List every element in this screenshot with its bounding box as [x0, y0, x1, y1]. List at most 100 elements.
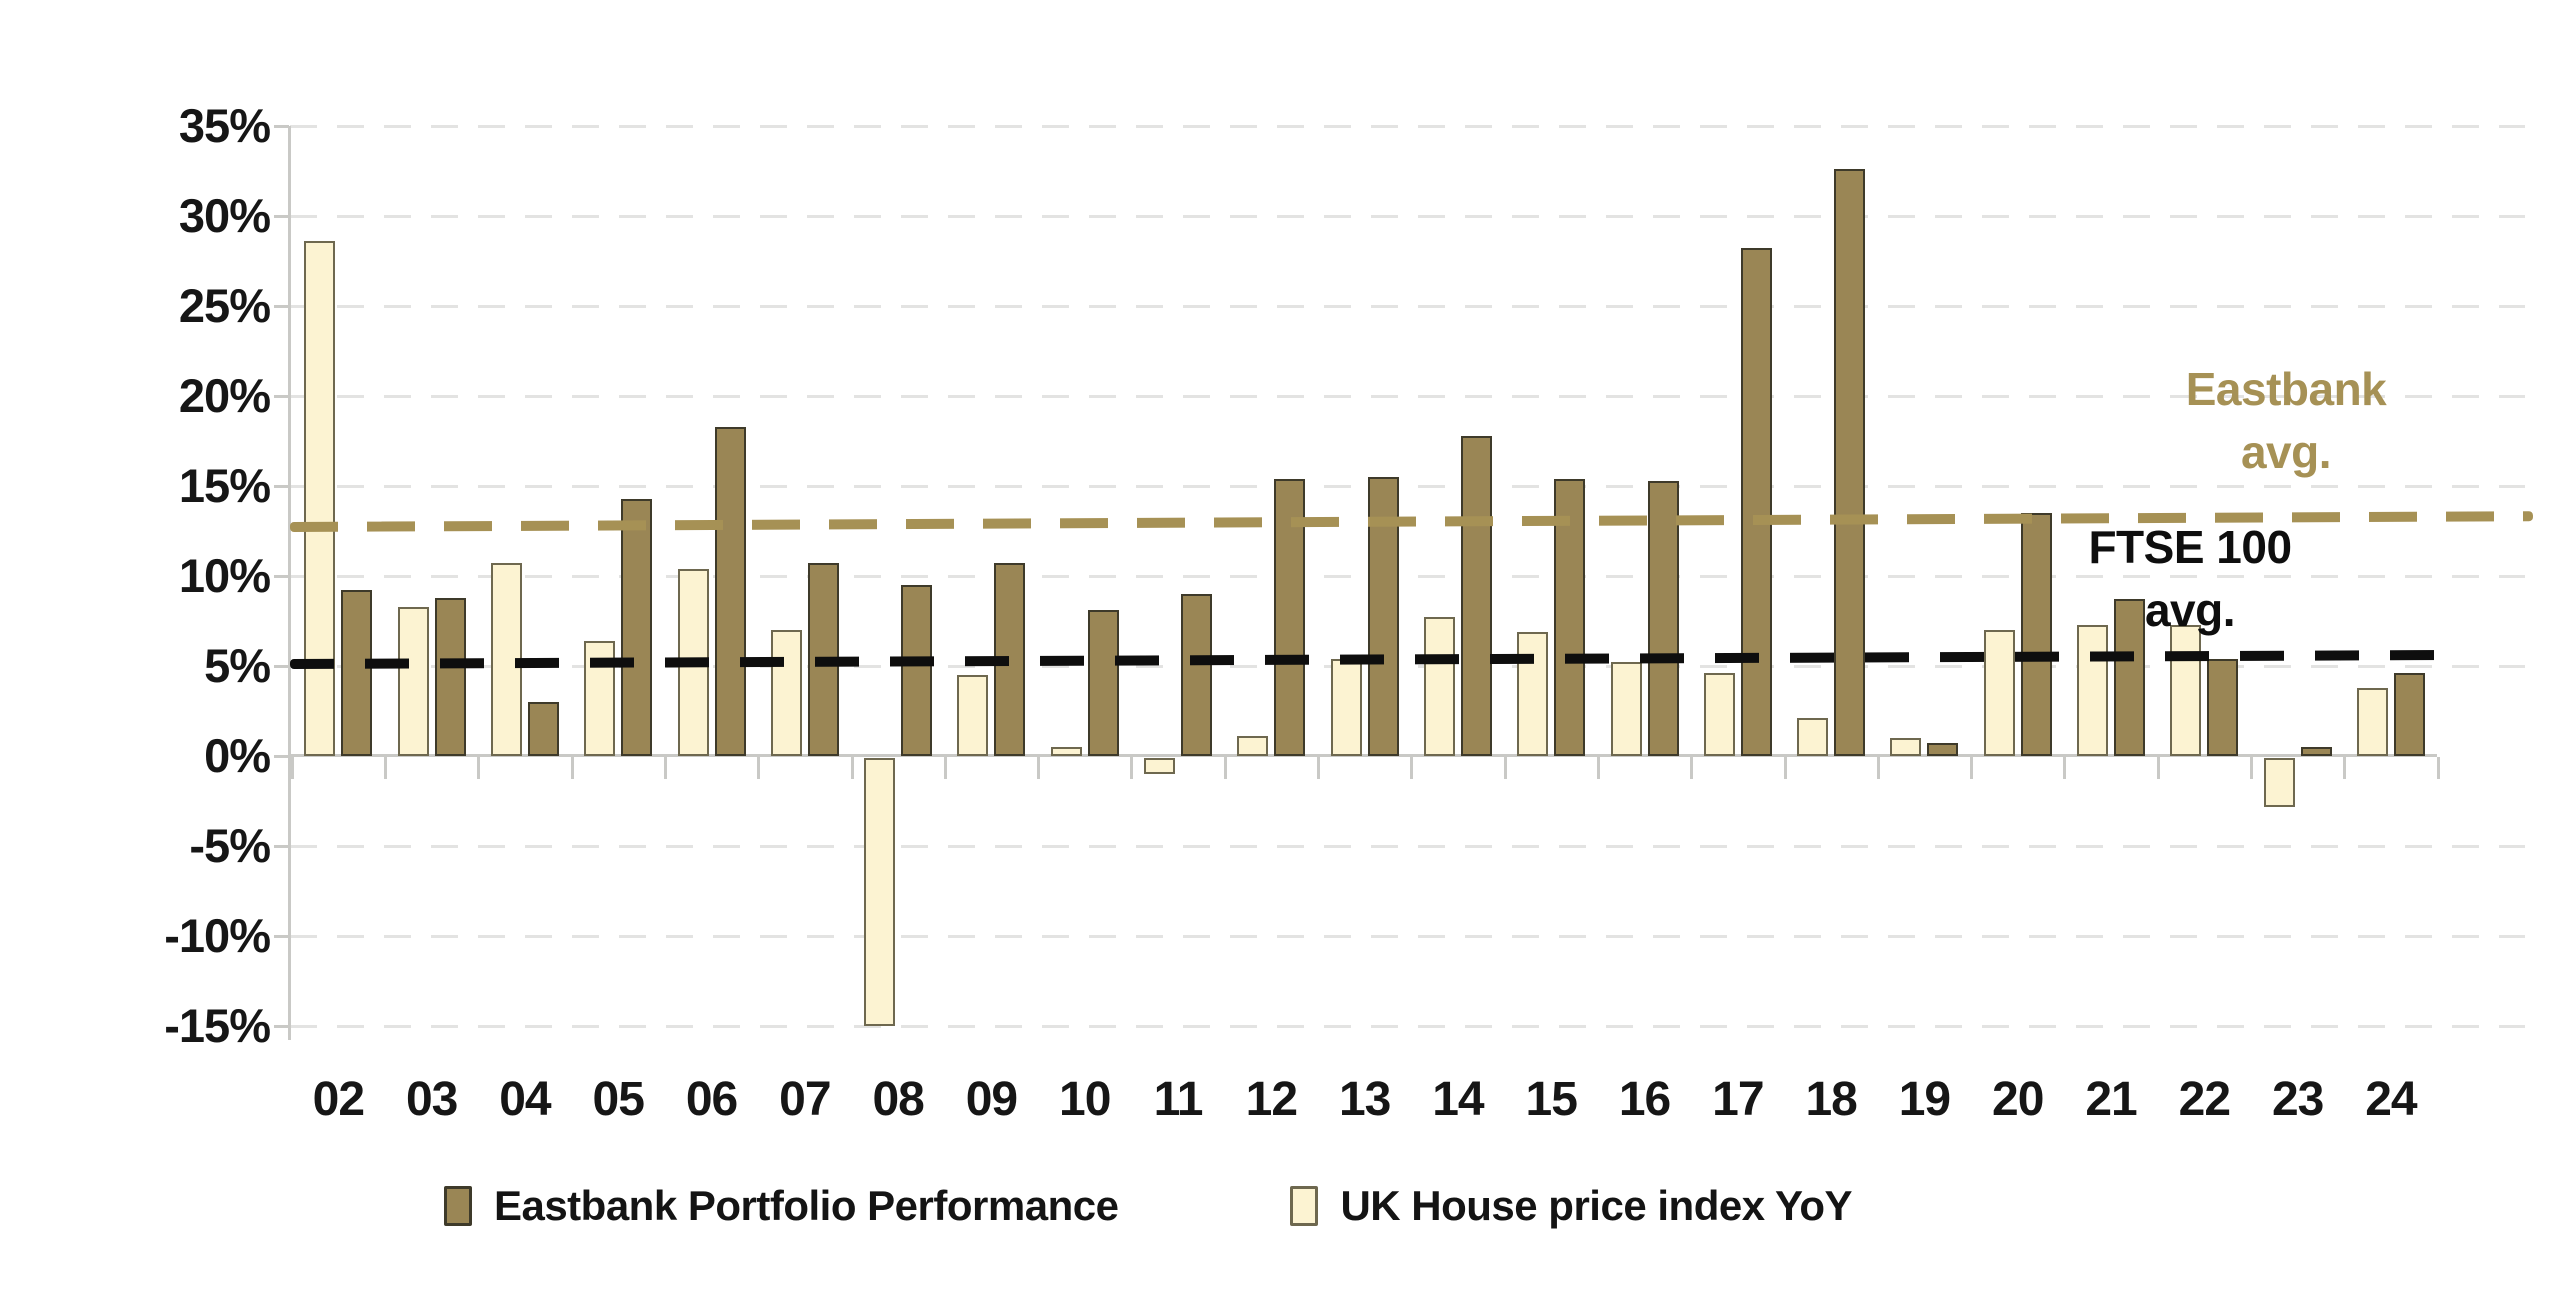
x-axis-tick: [1690, 757, 1694, 779]
gridline-5pct: [290, 665, 2525, 668]
x-axis-label-08: 08: [872, 1073, 924, 1126]
x-axis-label-09: 09: [965, 1073, 1018, 1126]
y-axis-tick-15pct: [274, 485, 289, 488]
x-axis-tick: [1130, 757, 1134, 779]
bar-hpi-14: [1423, 617, 1455, 756]
bar-eastbank-10: [1087, 610, 1119, 756]
y-axis-label--5pct: -5%: [189, 819, 271, 872]
y-axis-label--10pct: -10%: [164, 909, 271, 962]
y-axis-tick-0pct: [274, 755, 289, 758]
x-axis-label-07: 07: [779, 1073, 831, 1126]
x-axis-tick: [2250, 757, 2253, 779]
x-axis-label-16: 16: [1618, 1073, 1671, 1126]
bar-hpi-24: [2356, 687, 2388, 756]
legend-label: UK House price index YoY: [1340, 1182, 1853, 1229]
y-axis-label--15pct: -15%: [164, 999, 271, 1052]
x-axis-tick: [2156, 757, 2160, 779]
bar-eastbank-05: [621, 498, 653, 756]
x-axis-label-20: 20: [1992, 1073, 2044, 1126]
x-axis-label-23: 23: [2271, 1073, 2324, 1126]
x-axis-tick: [2063, 757, 2067, 779]
x-axis-tick: [1503, 757, 1507, 779]
bar-hpi-07: [770, 630, 802, 756]
bar-hpi-10: [1050, 747, 1082, 756]
bar-hpi-17: [1703, 673, 1735, 756]
gridline--15pct: [290, 1025, 2525, 1028]
x-axis-tick: [943, 757, 947, 779]
x-axis-tick: [1596, 757, 1600, 779]
x-axis-label-21: 21: [2085, 1073, 2137, 1126]
x-axis-tick: [1876, 757, 1880, 779]
legend-item-hpi: UK House price index YoY: [1290, 1182, 1853, 1230]
x-axis-label-02: 02: [312, 1073, 365, 1126]
bar-hpi-02: [304, 241, 336, 756]
bar-eastbank-14: [1460, 435, 1492, 756]
x-axis-tick: [663, 757, 667, 779]
y-axis-tick-25pct: [274, 305, 289, 308]
bar-hpi-19: [1890, 738, 1922, 756]
gridline-25pct: [290, 305, 2525, 308]
y-axis-tick--5pct: [274, 845, 289, 848]
bar-eastbank-19: [1927, 743, 1959, 756]
x-axis-tick: [1410, 757, 1414, 779]
x-axis-label-17: 17: [1712, 1073, 1764, 1126]
bar-eastbank-06: [714, 426, 746, 756]
bar-eastbank-22: [2207, 658, 2239, 756]
x-axis-tick: [477, 757, 481, 779]
x-axis-tick: [2436, 757, 2440, 779]
y-axis-label-10pct: 10%: [178, 549, 271, 602]
x-axis-zero-line: [290, 754, 2437, 757]
x-axis-tick: [757, 757, 761, 779]
x-axis-label-10: 10: [1059, 1073, 1111, 1126]
legend-item-eastbank: Eastbank Portfolio Performance: [443, 1182, 1119, 1230]
y-axis-tick--10pct: [274, 935, 289, 938]
bar-eastbank-04: [527, 702, 559, 756]
plot-area: [274, 125, 2533, 1040]
y-axis-label-35pct: 35%: [178, 99, 271, 152]
x-axis-tick: [384, 757, 387, 779]
gridline--5pct: [290, 845, 2525, 848]
legend-label: Eastbank Portfolio Performance: [493, 1182, 1119, 1229]
y-axis-tick-5pct: [274, 665, 289, 668]
x-axis-tick: [1317, 757, 1320, 779]
y-axis-tick-10pct: [274, 575, 289, 578]
x-axis-label-22: 22: [2178, 1073, 2231, 1126]
x-axis-label-14: 14: [1432, 1073, 1484, 1126]
bar-eastbank-17: [1740, 248, 1772, 756]
y-axis-label-5pct: 5%: [204, 639, 271, 692]
x-axis-tick: [1783, 757, 1787, 779]
bar-eastbank-20: [2020, 513, 2052, 756]
y-axis-label-25pct: 25%: [178, 279, 271, 332]
ftse-avg-annotation: FTSE 100 avg.: [2060, 516, 2320, 642]
x-axis-label-06: 06: [685, 1073, 738, 1126]
gridline-20pct: [290, 395, 2525, 398]
eastbank-avg-annotation-line1: Eastbank: [2185, 363, 2387, 415]
y-axis-label-0pct: 0%: [204, 729, 271, 782]
bar-hpi-20: [1983, 630, 2015, 756]
x-axis-tick: [1037, 757, 1041, 779]
x-axis-tick: [1970, 757, 1974, 779]
bar-hpi-23: [2263, 758, 2295, 807]
bar-hpi-03: [397, 606, 429, 756]
y-axis-label-20pct: 20%: [178, 369, 271, 422]
bar-eastbank-23: [2300, 747, 2332, 756]
x-axis-label-13: 13: [1338, 1073, 1391, 1126]
legend-swatch-cream: [1290, 1186, 1319, 1226]
bar-eastbank-16: [1647, 480, 1679, 756]
gridline-35pct: [290, 125, 2525, 128]
x-axis-tick: [290, 757, 294, 779]
ftse-avg-annotation-line2: avg.: [2144, 584, 2236, 636]
bar-eastbank-11: [1181, 594, 1213, 756]
x-axis-tick: [570, 757, 574, 779]
bar-hpi-21: [2077, 624, 2109, 756]
x-axis-label-24: 24: [2365, 1073, 2417, 1126]
y-axis-label-30pct: 30%: [178, 189, 271, 242]
bar-hpi-18: [1797, 718, 1829, 756]
x-axis-label-15: 15: [1525, 1073, 1578, 1126]
y-axis-tick-35pct: [274, 125, 289, 128]
x-axis-label-05: 05: [592, 1073, 645, 1126]
x-axis-label-19: 19: [1898, 1073, 1951, 1126]
x-axis-tick: [850, 757, 854, 779]
bar-eastbank-21: [2114, 599, 2146, 756]
